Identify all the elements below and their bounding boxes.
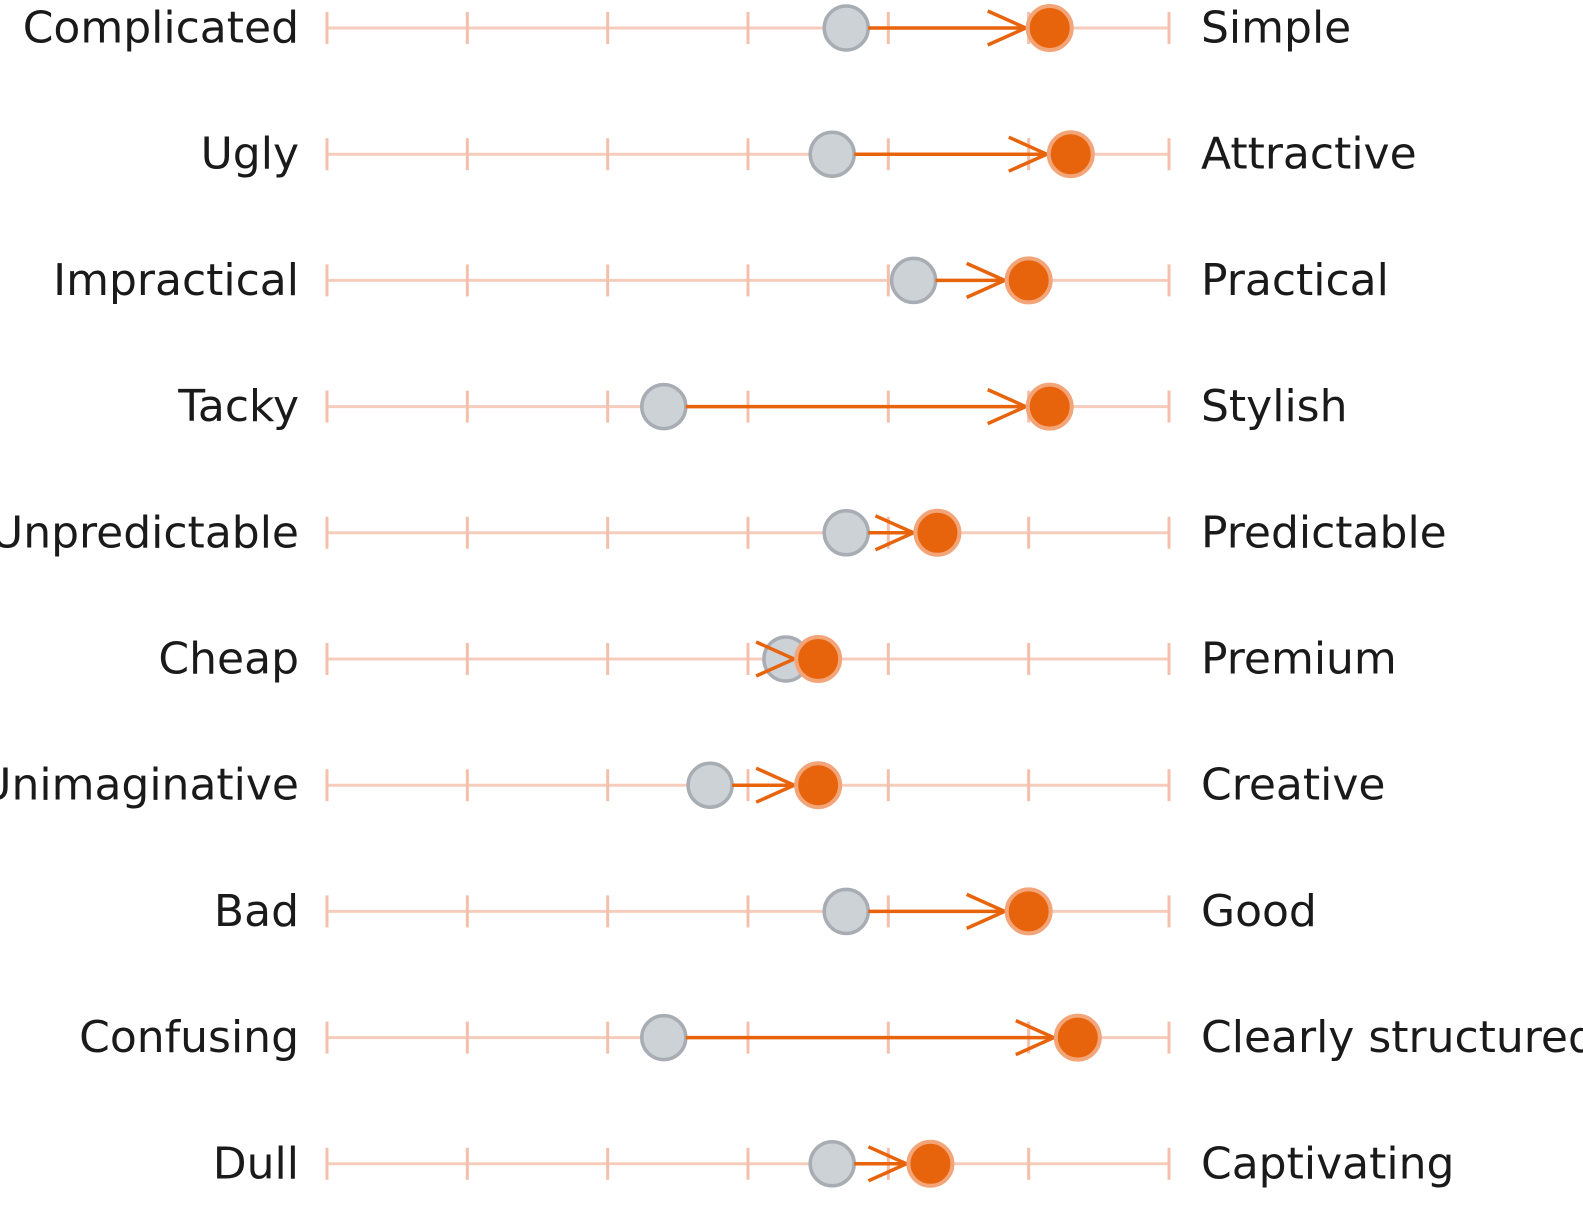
chart-row: Bad Good: [214, 886, 1317, 937]
left-label: Confusing: [79, 1012, 299, 1063]
left-label: Impractical: [53, 255, 299, 306]
chart-row: Complicated Simple: [23, 3, 1352, 54]
after-point: [1025, 4, 1074, 52]
chart-row: Confusing Clearly structured: [79, 1012, 1583, 1063]
left-label: Dull: [213, 1138, 299, 1189]
before-point: [822, 509, 870, 557]
left-label: Tacky: [177, 381, 299, 432]
before-point: [640, 1013, 688, 1062]
left-label: Unpredictable: [0, 507, 299, 558]
after-point: [1025, 382, 1074, 431]
before-point: [822, 887, 870, 936]
after-point: [794, 761, 843, 810]
right-label: Good: [1201, 886, 1317, 937]
right-label: Premium: [1201, 634, 1397, 685]
right-label: Simple: [1201, 3, 1351, 54]
chart-row: Unpredictable Predictable: [0, 507, 1447, 558]
right-label: Captivating: [1201, 1138, 1454, 1189]
before-point: [808, 1140, 856, 1188]
chart-row: Cheap Premium: [158, 634, 1396, 685]
right-label: Attractive: [1201, 129, 1417, 180]
after-point: [1053, 1013, 1102, 1062]
before-point: [808, 130, 856, 178]
after-point: [913, 508, 962, 557]
right-label: Clearly structured: [1201, 1012, 1583, 1063]
after-point: [1046, 130, 1095, 179]
before-point: [640, 382, 688, 431]
right-label: Practical: [1201, 255, 1389, 306]
chart-row: Ugly Attractive: [201, 129, 1417, 180]
after-point: [1004, 256, 1053, 305]
after-point: [794, 635, 843, 683]
right-label: Predictable: [1201, 507, 1447, 558]
before-point: [889, 256, 938, 305]
after-point: [906, 1139, 955, 1188]
after-point: [1004, 887, 1053, 936]
chart-row: Unimaginative Creative: [0, 760, 1385, 811]
left-label: Unimaginative: [0, 760, 299, 811]
left-label: Ugly: [201, 129, 299, 180]
right-label: Stylish: [1201, 381, 1347, 432]
before-point: [822, 4, 870, 52]
right-label: Creative: [1201, 760, 1385, 811]
before-point: [686, 761, 734, 809]
left-label: Complicated: [23, 3, 299, 54]
left-label: Bad: [214, 886, 299, 937]
chart-row: Tacky Stylish: [177, 381, 1347, 432]
chart-row: Impractical Practical: [53, 255, 1389, 306]
left-label: Cheap: [158, 634, 299, 685]
chart-row: Dull Captivating: [213, 1138, 1455, 1189]
